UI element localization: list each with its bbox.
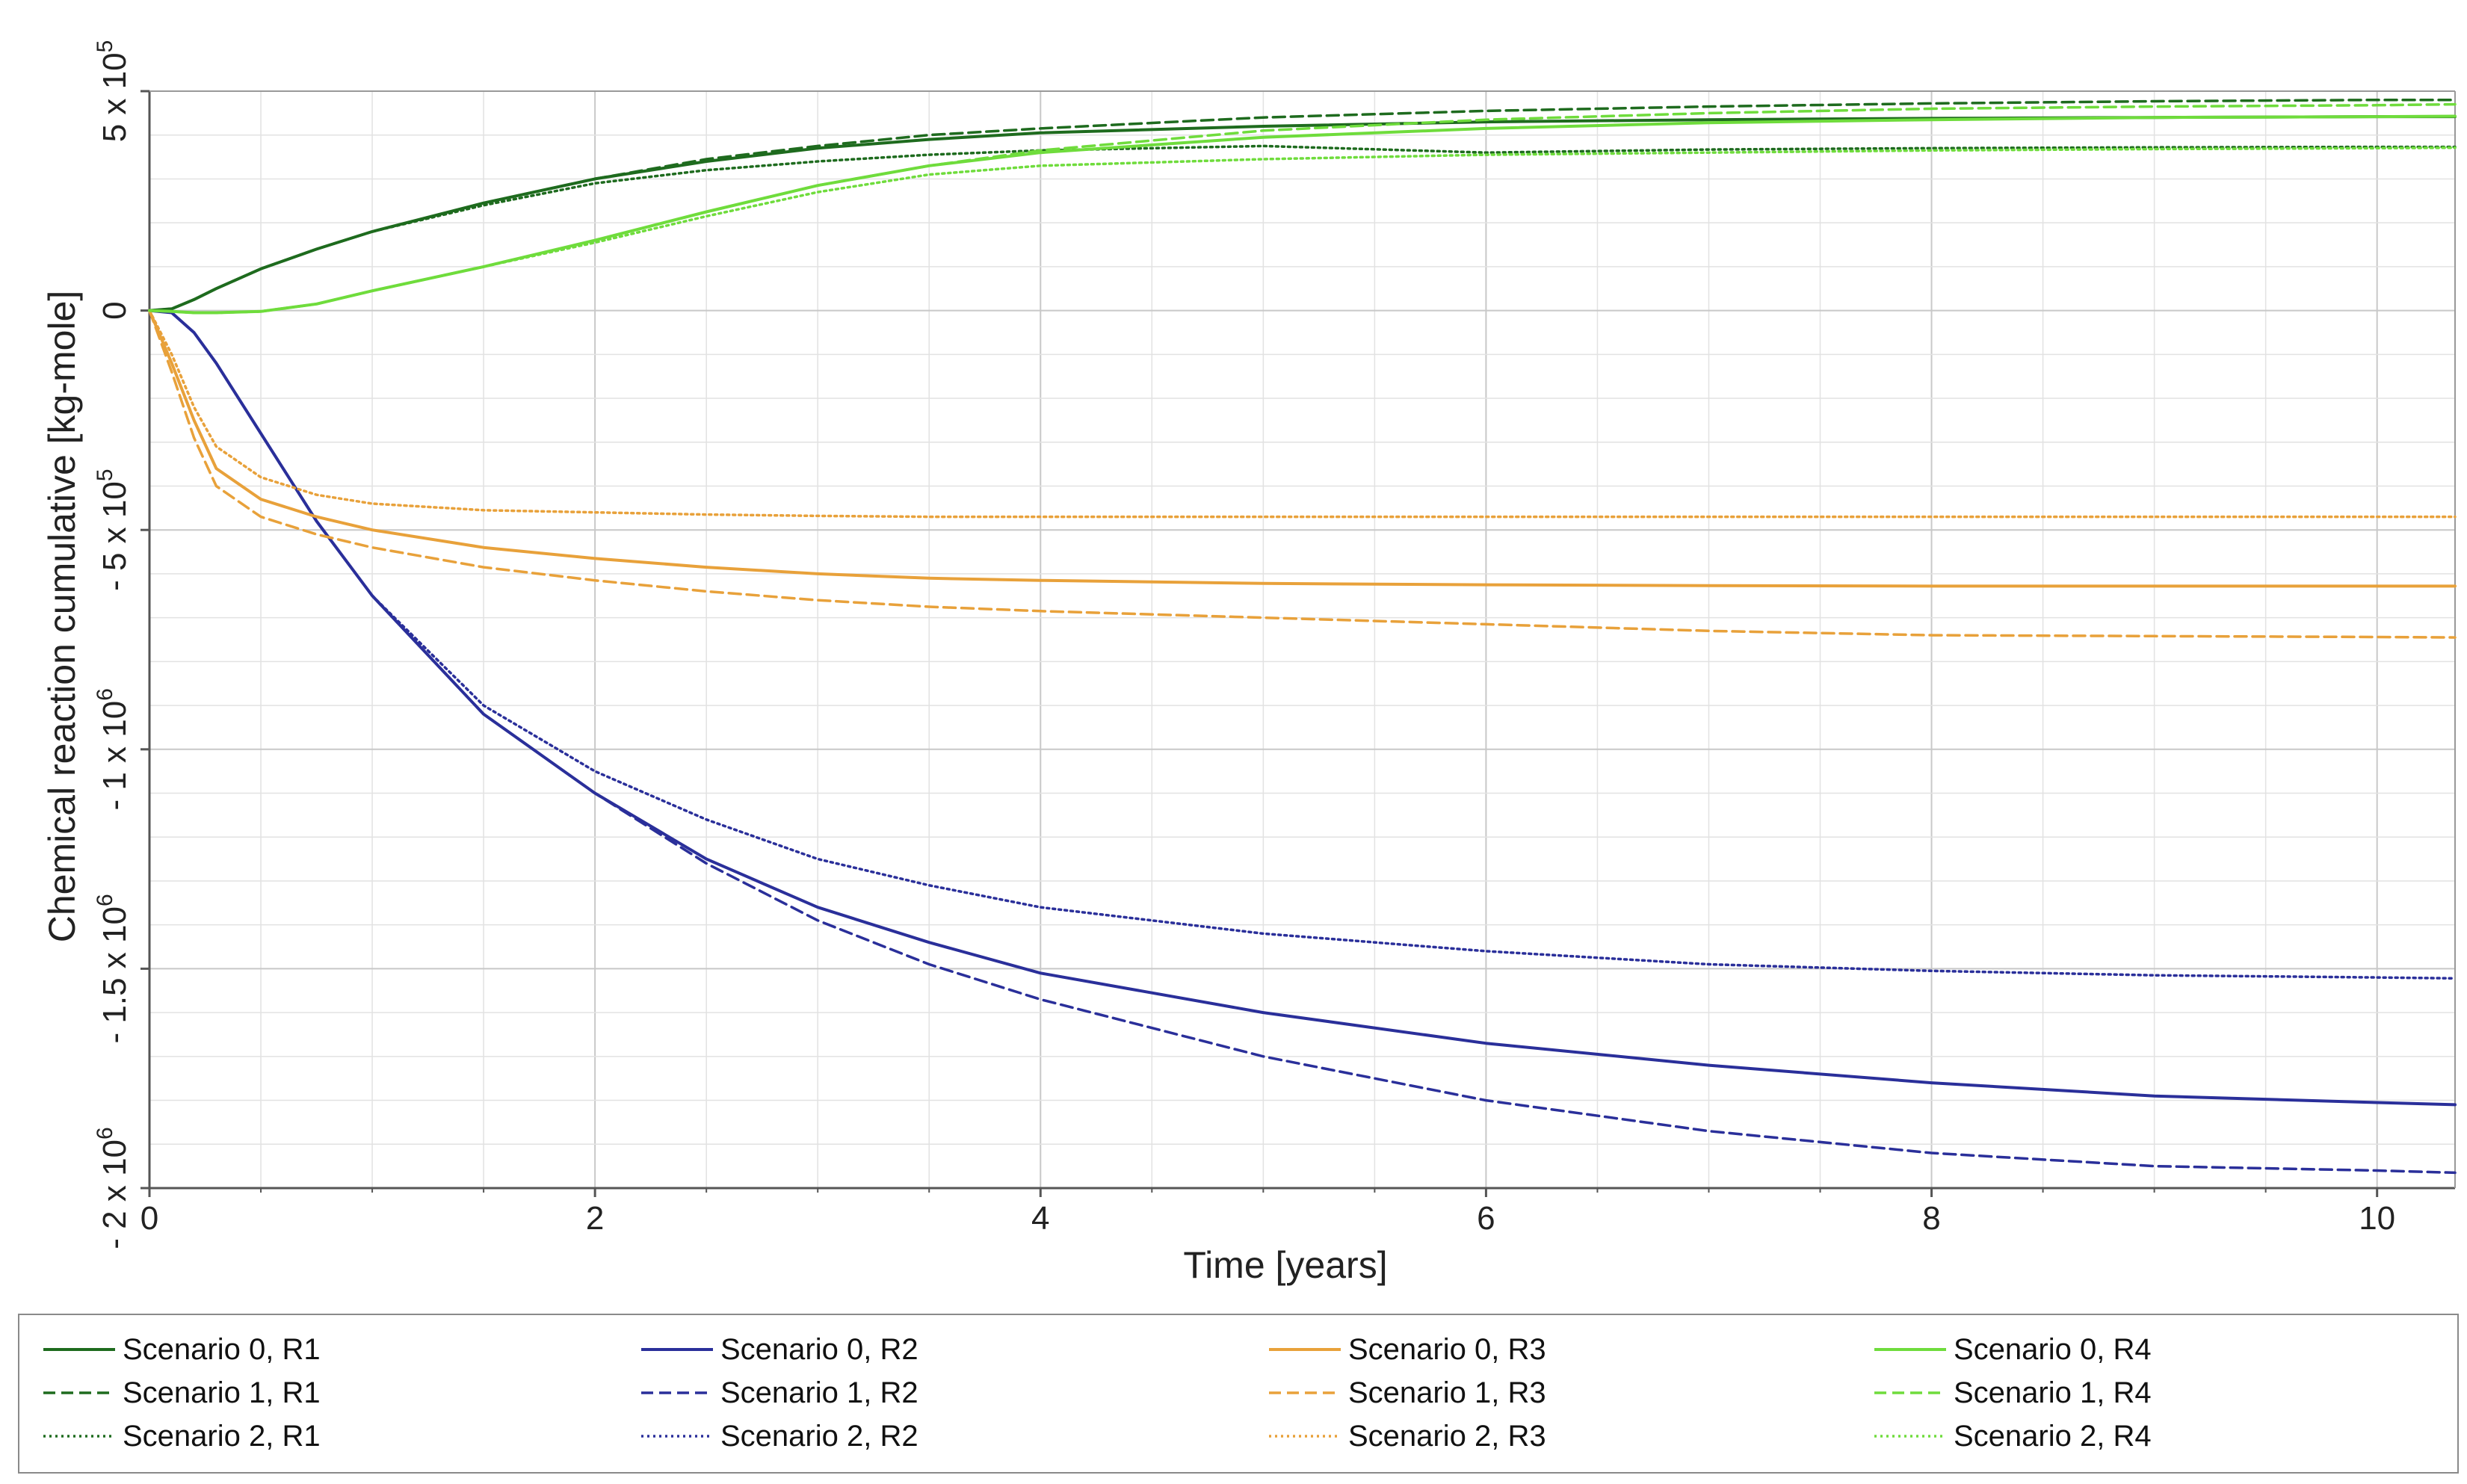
series-line: [148, 309, 2457, 1175]
series-lines: [148, 98, 2457, 1175]
legend-label: Scenario 0, R2: [720, 1332, 918, 1366]
legend-label: Scenario 2, R1: [123, 1419, 321, 1453]
y-tick-label: - 1.5 x 106: [93, 894, 133, 1043]
legend-item: Scenario 2, R2: [640, 1417, 918, 1456]
legend-label: Scenario 2, R4: [1954, 1419, 2152, 1453]
legend-item: Scenario 1, R4: [1873, 1373, 2152, 1412]
axes: [141, 90, 2456, 1197]
legend-item: Scenario 0, R1: [42, 1330, 321, 1369]
x-tick-label: 2: [586, 1200, 604, 1237]
legend-label: Scenario 2, R2: [720, 1419, 918, 1453]
series-line: [148, 309, 2457, 980]
legend-item: Scenario 0, R3: [1268, 1330, 1546, 1369]
series-line: [148, 144, 2457, 312]
series-line: [148, 309, 2457, 588]
x-tick-label: 0: [141, 1200, 158, 1237]
series-line: [148, 115, 2457, 312]
y-axis-label: Chemical reaction cumulative [kg-mole]: [41, 291, 83, 943]
legend-swatch: [641, 1391, 713, 1394]
legend-swatch: [43, 1391, 115, 1394]
legend-swatch: [43, 1435, 115, 1438]
series-line: [148, 309, 2457, 1107]
x-tick-label: 8: [1922, 1200, 1940, 1237]
legend-label: Scenario 1, R3: [1348, 1376, 1546, 1409]
legend-swatch: [1874, 1435, 1946, 1438]
series-line: [148, 114, 2457, 315]
legend-item: Scenario 2, R1: [42, 1417, 321, 1456]
x-tick-label: 6: [1477, 1200, 1495, 1237]
x-tick-label: 10: [2359, 1200, 2395, 1237]
tick-labels: 0 2 4 6 8 10 5 x 105 0 - 5 x 105 - 1 x 106 - 1.5 x…: [93, 40, 2395, 1249]
legend-swatch: [1269, 1391, 1341, 1394]
y-tick-label: - 1 x 106: [93, 688, 133, 810]
legend-swatch: [1269, 1348, 1341, 1351]
legend-swatch: [43, 1348, 115, 1351]
legend-swatch: [641, 1348, 713, 1351]
legend-label: Scenario 2, R3: [1348, 1419, 1546, 1453]
y-tick-label: - 5 x 105: [93, 469, 133, 590]
x-axis-label: Time [years]: [1183, 1244, 1387, 1286]
legend-swatch: [1874, 1391, 1946, 1394]
legend-item: Scenario 0, R4: [1873, 1330, 2152, 1369]
legend-label: Scenario 0, R4: [1954, 1332, 2152, 1366]
legend-label: Scenario 0, R1: [123, 1332, 321, 1366]
line-chart: 0 2 4 6 8 10 5 x 105 0 - 5 x 105 - 1 x 106 - 1.5 x…: [41, 40, 2457, 1286]
legend-label: Scenario 0, R3: [1348, 1332, 1546, 1366]
legend-swatch: [1269, 1435, 1341, 1438]
legend-item: Scenario 2, R3: [1268, 1417, 1546, 1456]
series-line: [148, 146, 2457, 315]
x-tick-label: 4: [1031, 1200, 1049, 1237]
legend-item: Scenario 1, R2: [640, 1373, 918, 1412]
legend-item: Scenario 0, R2: [640, 1330, 918, 1369]
grid: [149, 90, 2455, 1189]
y-tick-label: 0: [96, 301, 133, 319]
legend-item: Scenario 1, R3: [1268, 1373, 1546, 1412]
legend-label: Scenario 1, R4: [1954, 1376, 2152, 1409]
series-line: [148, 98, 2457, 312]
legend-item: Scenario 1, R1: [42, 1373, 321, 1412]
legend: Scenario 0, R1 Scenario 1, R1 Scenario 2, …: [18, 1314, 2459, 1474]
legend-label: Scenario 1, R2: [720, 1376, 918, 1409]
series-line: [148, 309, 2457, 519]
legend-item: Scenario 2, R4: [1873, 1417, 2152, 1456]
y-tick-label: 5 x 105: [93, 40, 133, 143]
legend-label: Scenario 1, R1: [123, 1376, 321, 1409]
y-tick-label: - 2 x 106: [93, 1127, 133, 1249]
legend-swatch: [641, 1435, 713, 1438]
series-line: [148, 309, 2457, 639]
legend-swatch: [1874, 1348, 1946, 1351]
